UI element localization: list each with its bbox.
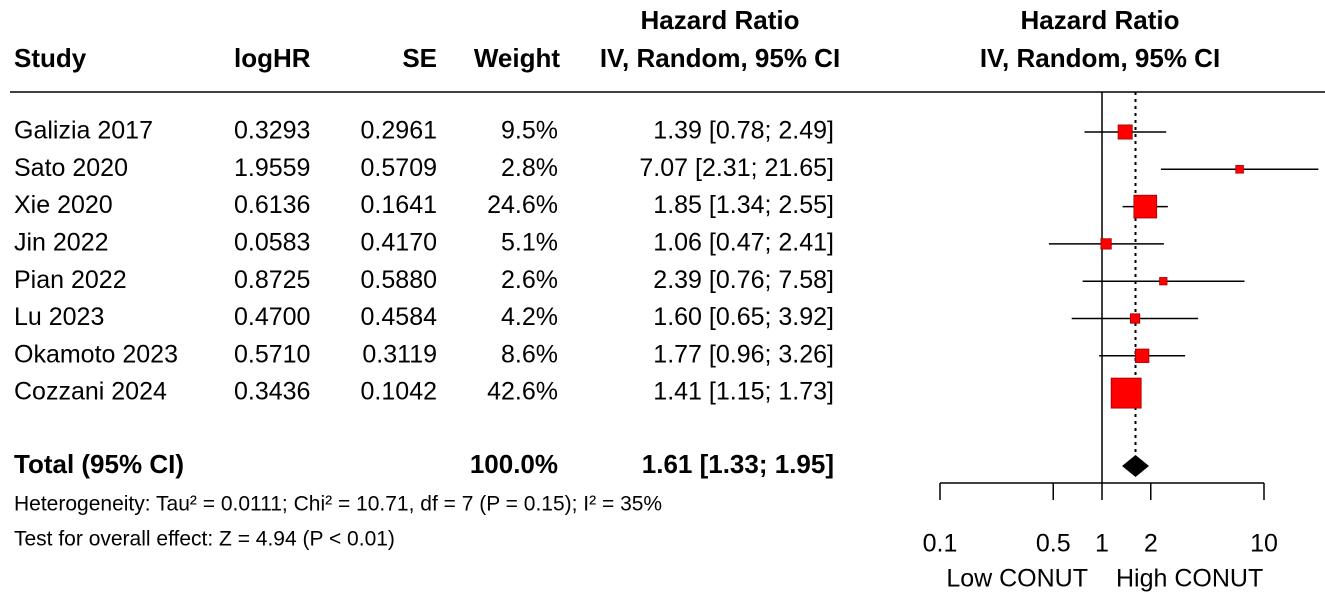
ci-label: 1.41 [1.15; 1.73]	[653, 378, 834, 406]
loghr: 0.3436	[234, 378, 310, 406]
ci-label: 2.39 [0.76; 7.58]	[653, 266, 834, 294]
study-name: Cozzani 2024	[14, 378, 167, 406]
se: 0.5709	[361, 154, 437, 182]
heterogeneity: Heterogeneity: Tau² = 0.0111; Chi² = 10.…	[14, 493, 662, 516]
se: 0.1042	[361, 378, 437, 406]
x-label-high: High CONUT	[1116, 565, 1263, 593]
weight-header: Weight	[474, 43, 561, 73]
weight: 24.6%	[487, 191, 558, 219]
total-ci: 1.61 [1.33; 1.95]	[642, 449, 834, 479]
ci-label: 1.85 [1.34; 2.55]	[653, 191, 834, 219]
x-label-low: Low CONUT	[946, 565, 1088, 593]
x-tick-label: 2	[1144, 530, 1158, 558]
se: 0.1641	[361, 191, 437, 219]
effect-square	[1117, 124, 1133, 140]
plot-header: Hazard Ratio	[1021, 5, 1180, 35]
study-header: Study	[14, 43, 87, 73]
effect-square	[1135, 348, 1150, 363]
total-weight: 100.0%	[470, 449, 558, 479]
study-name: Sato 2020	[14, 154, 128, 182]
ci-label: 1.77 [0.96; 3.26]	[653, 340, 834, 368]
loghr: 0.3293	[234, 117, 310, 145]
plot-header: IV, Random, 95% CI	[980, 43, 1220, 73]
x-tick-label: 1	[1095, 530, 1109, 558]
study-name: Jin 2022	[14, 229, 109, 257]
se: 0.5880	[361, 266, 437, 294]
ci-label: 1.39 [0.78; 2.49]	[653, 117, 834, 145]
weight: 2.8%	[501, 154, 558, 182]
effect-square	[1133, 194, 1158, 219]
study-name: Galizia 2017	[14, 117, 153, 145]
weight: 2.6%	[501, 266, 558, 294]
x-tick-label: 0.1	[923, 530, 958, 558]
se: 0.2961	[361, 117, 437, 145]
loghr: 0.6136	[234, 191, 310, 219]
study-name: Lu 2023	[14, 303, 104, 331]
se: 0.4584	[361, 303, 438, 331]
weight: 8.6%	[501, 340, 558, 368]
effect-header: Hazard Ratio	[641, 5, 800, 35]
effect-header: IV, Random, 95% CI	[600, 43, 840, 73]
study-name: Okamoto 2023	[14, 340, 178, 368]
se-header: SE	[402, 43, 437, 73]
loghr: 1.9559	[234, 154, 310, 182]
loghr: 0.8725	[234, 266, 310, 294]
loghr: 0.4700	[234, 303, 310, 331]
effect-square	[1110, 377, 1142, 409]
loghr: 0.5710	[234, 340, 310, 368]
total-label: Total (95% CI)	[14, 449, 184, 479]
se: 0.4170	[361, 229, 437, 257]
x-tick-label: 0.5	[1036, 530, 1071, 558]
effect-square	[1100, 238, 1112, 250]
x-tick-label: 10	[1250, 530, 1278, 558]
pooled-diamond	[1122, 455, 1149, 477]
weight: 9.5%	[501, 117, 558, 145]
overall-effect: Test for overall effect: Z = 4.94 (P < 0…	[14, 528, 395, 551]
ci-label: 7.07 [2.31; 21.65]	[639, 154, 834, 182]
ci-label: 1.60 [0.65; 3.92]	[653, 303, 834, 331]
study-name: Pian 2022	[14, 266, 127, 294]
weight: 5.1%	[501, 229, 558, 257]
weight: 42.6%	[487, 378, 558, 406]
effect-square	[1235, 165, 1244, 174]
effect-square	[1159, 277, 1168, 286]
loghr: 0.0583	[234, 229, 310, 257]
se: 0.3119	[362, 340, 437, 368]
ci-label: 1.06 [0.47; 2.41]	[653, 229, 834, 257]
weight: 4.2%	[501, 303, 558, 331]
study-name: Xie 2020	[14, 191, 113, 219]
loghr-header: logHR	[234, 43, 311, 73]
effect-square	[1129, 313, 1141, 324]
